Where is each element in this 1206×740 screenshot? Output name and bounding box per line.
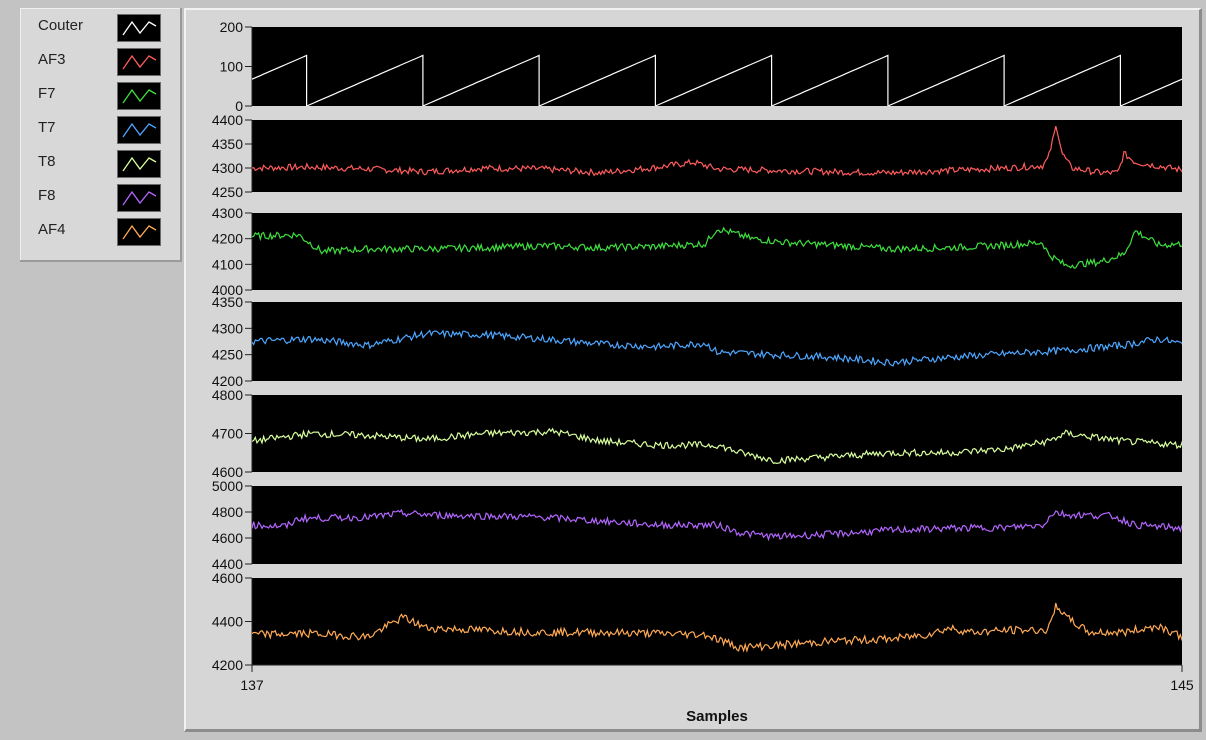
plot-area-t7 bbox=[252, 302, 1182, 381]
y-tick-label-f8: 4800 bbox=[212, 504, 243, 520]
legend-item-couter[interactable]: Couter bbox=[20, 10, 180, 44]
x-axis-title: Samples bbox=[686, 708, 748, 725]
y-tick-label-t8: 4800 bbox=[212, 387, 243, 403]
y-tick-label-f7: 4300 bbox=[212, 205, 243, 221]
legend-item-af3[interactable]: AF3 bbox=[20, 44, 180, 78]
series-line-f7 bbox=[252, 226, 1182, 269]
plot-area-af4 bbox=[252, 578, 1182, 665]
series-line-t7 bbox=[252, 329, 1182, 367]
waveform-chart-panel: 200 100 0 4400 4350 4300 4250 4300 4200 4100 4000 4… bbox=[184, 8, 1202, 732]
legend-label: AF3 bbox=[38, 51, 66, 68]
legend-swatch-icon bbox=[117, 116, 161, 144]
y-tick-label-t7: 4250 bbox=[212, 347, 243, 363]
y-tick-label-af4: 4400 bbox=[212, 614, 243, 630]
legend-item-t8[interactable]: T8 bbox=[20, 146, 180, 180]
legend-item-f8[interactable]: F8 bbox=[20, 180, 180, 214]
y-tick-label-af4: 4600 bbox=[212, 570, 243, 586]
series-line-t8 bbox=[252, 427, 1182, 465]
y-tick-label-f7: 4100 bbox=[212, 256, 243, 272]
legend-swatch-icon bbox=[117, 48, 161, 76]
legend-swatch-icon bbox=[117, 14, 161, 42]
y-tick-label-couter: 0 bbox=[235, 98, 243, 114]
plot-legend: Couter AF3 F7 T7 T8 F8 AF4 bbox=[20, 8, 182, 262]
y-tick-label-af3: 4400 bbox=[212, 112, 243, 128]
y-tick-label-t7: 4350 bbox=[212, 294, 243, 310]
legend-item-f7[interactable]: F7 bbox=[20, 78, 180, 112]
y-tick-label-af3: 4250 bbox=[212, 184, 243, 200]
legend-swatch-icon bbox=[117, 82, 161, 110]
legend-swatch-icon bbox=[117, 218, 161, 246]
legend-label: F8 bbox=[38, 187, 56, 204]
plot-area-couter bbox=[252, 27, 1182, 106]
legend-item-t7[interactable]: T7 bbox=[20, 112, 180, 146]
legend-label: AF4 bbox=[38, 221, 66, 238]
series-line-af4 bbox=[252, 602, 1182, 653]
y-tick-label-af3: 4300 bbox=[212, 160, 243, 176]
plot-area-f7 bbox=[252, 213, 1182, 290]
y-tick-label-t7: 4200 bbox=[212, 373, 243, 389]
waveform-chart: 2001000440043504300425043004200410040004… bbox=[212, 19, 1194, 725]
x-tick-label: 145 bbox=[1170, 677, 1194, 693]
legend-label: F7 bbox=[38, 85, 56, 102]
plot-area-t8 bbox=[252, 395, 1182, 472]
y-tick-label-af3: 4350 bbox=[212, 136, 243, 152]
y-tick-label-f7: 4000 bbox=[212, 282, 243, 298]
legend-label: T8 bbox=[38, 153, 56, 170]
y-tick-label-couter: 200 bbox=[220, 19, 244, 35]
y-tick-label-t7: 4300 bbox=[212, 320, 243, 336]
y-tick-label-f8: 4600 bbox=[212, 530, 243, 546]
legend-swatch-icon bbox=[117, 184, 161, 212]
y-tick-label-f7: 4200 bbox=[212, 231, 243, 247]
legend-label: Couter bbox=[38, 17, 84, 34]
x-tick-label: 137 bbox=[240, 677, 264, 693]
y-tick-label-f8: 4400 bbox=[212, 556, 243, 572]
series-line-f8 bbox=[252, 508, 1182, 542]
y-tick-label-f8: 5000 bbox=[212, 478, 243, 494]
y-tick-label-couter: 100 bbox=[220, 59, 244, 75]
legend-label: T7 bbox=[38, 119, 56, 136]
plot-area-f8 bbox=[252, 486, 1182, 564]
y-tick-label-t8: 4600 bbox=[212, 464, 243, 480]
series-line-couter bbox=[252, 54, 1182, 106]
plot-area-af3 bbox=[252, 120, 1182, 192]
y-tick-label-t8: 4700 bbox=[212, 426, 243, 442]
legend-item-af4[interactable]: AF4 bbox=[20, 214, 180, 248]
y-tick-label-af4: 4200 bbox=[212, 657, 243, 673]
legend-swatch-icon bbox=[117, 150, 161, 178]
series-line-af3 bbox=[252, 126, 1182, 177]
